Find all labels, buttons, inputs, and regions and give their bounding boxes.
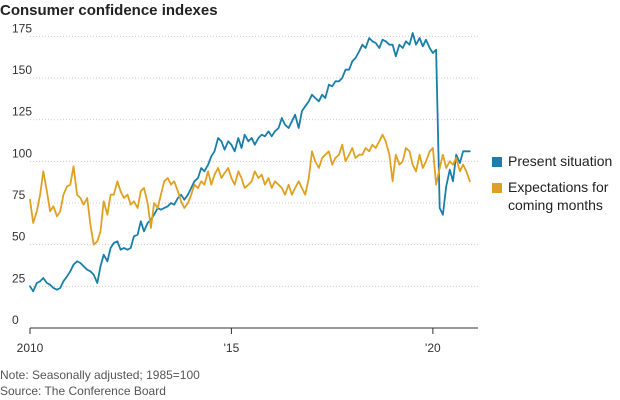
legend-item-present: Present situation — [492, 152, 620, 170]
y-tick-label: 50 — [12, 230, 26, 244]
series-line-present-situation — [29, 32, 471, 293]
y-tick-label: 175 — [12, 21, 32, 35]
series-lines — [29, 32, 471, 293]
legend: Present situation Expectations for comin… — [492, 152, 620, 222]
legend-label-present: Present situation — [508, 153, 613, 169]
x-tick-label: 2010 — [17, 341, 44, 355]
note-text: Note: Seasonally adjusted; 1985=100 — [0, 368, 200, 382]
y-tick-label: 125 — [12, 105, 32, 119]
y-tick-label: 100 — [12, 146, 32, 160]
x-tick-label: '20 — [425, 341, 441, 355]
legend-swatch-expectations — [492, 183, 502, 193]
chart-title: Consumer confidence indexes — [0, 2, 218, 19]
legend-swatch-present — [492, 157, 502, 167]
y-tick-label: 75 — [12, 188, 26, 202]
gridlines — [30, 35, 478, 287]
legend-label-expectations: Expectations for coming months — [508, 179, 609, 213]
y-tick-label: 150 — [12, 63, 32, 77]
y-tick-label: 25 — [12, 271, 26, 285]
legend-item-expectations: Expectations for coming months — [492, 178, 620, 214]
source-text: Source: The Conference Board — [0, 384, 166, 398]
y-tick-label: 0 — [12, 313, 19, 327]
axes: 0 25 50 75 100 125 150 175 2010 '15 '20 — [12, 21, 478, 355]
x-tick-label: '15 — [224, 341, 240, 355]
series-line-expectations — [29, 133, 471, 246]
chart-notes: Note: Seasonally adjusted; 1985=100 Sour… — [0, 367, 200, 399]
